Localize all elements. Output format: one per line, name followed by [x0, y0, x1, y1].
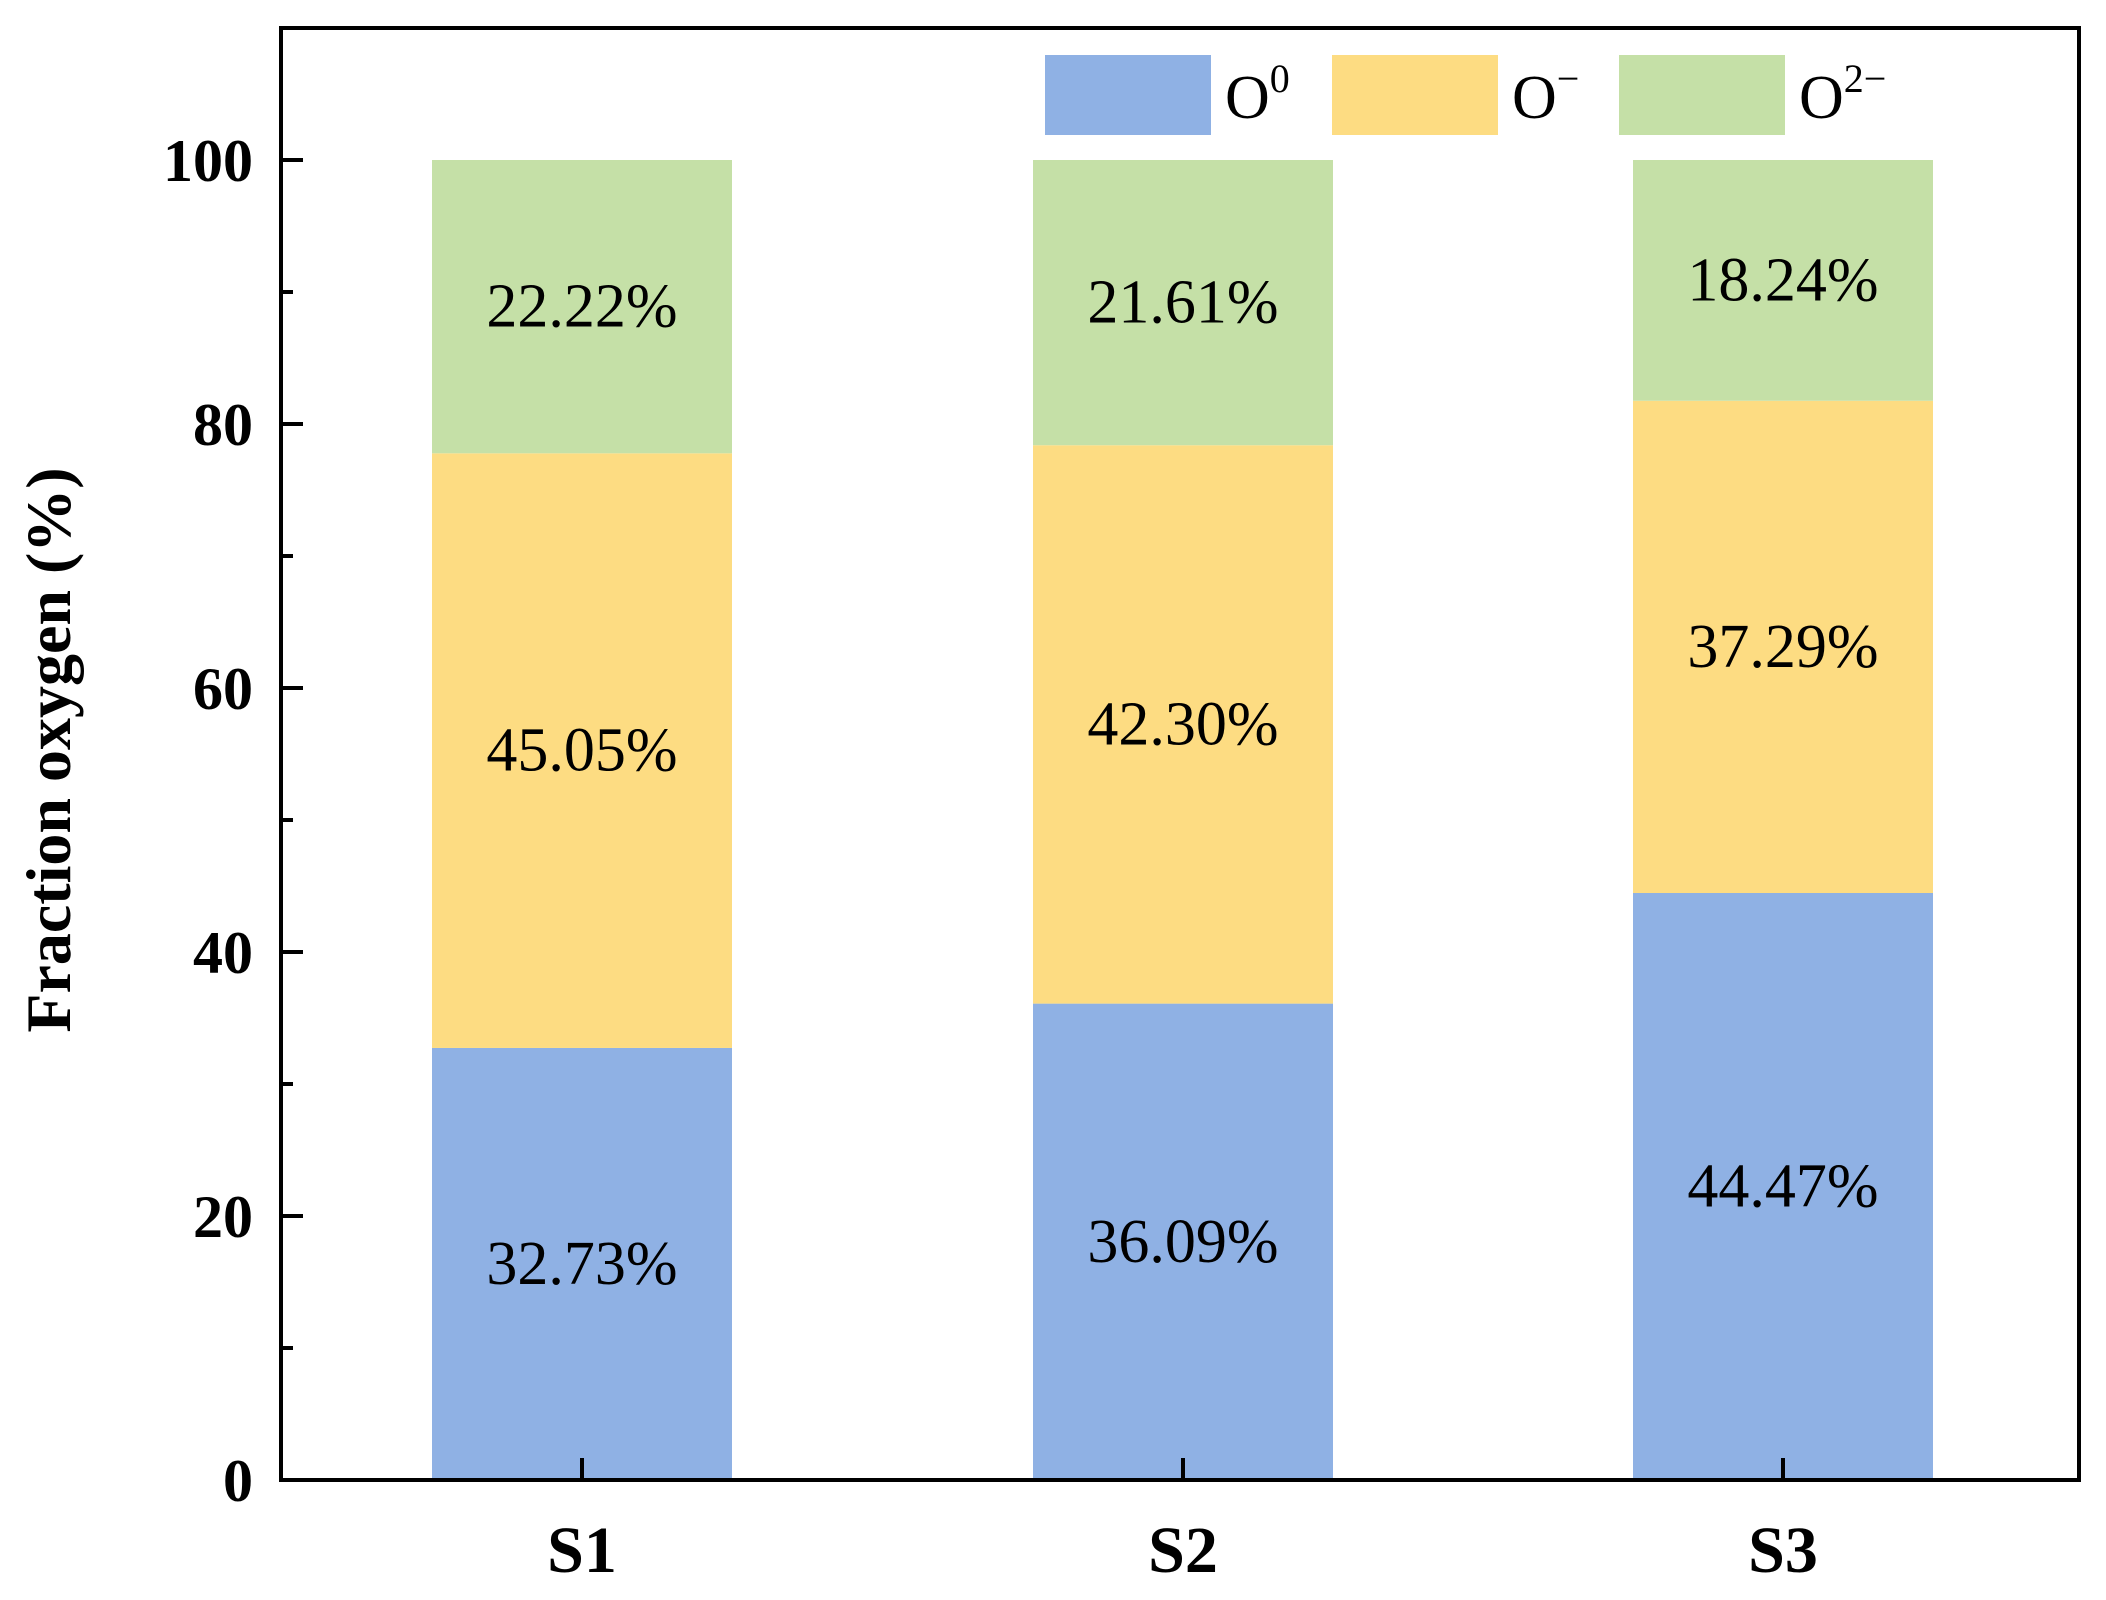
data-label-s2-o0: 36.09%: [1087, 1208, 1278, 1276]
legend-swatch-o0: [1045, 55, 1211, 135]
y-tick-label: 40: [193, 920, 253, 986]
bars-layer: [432, 160, 1933, 1480]
data-label-s3-o2: 18.24%: [1687, 246, 1878, 314]
x-tick-label-s1: S1: [547, 1514, 617, 1587]
bar-s2-o: [1033, 445, 1333, 1004]
legend-label-o: O−: [1512, 56, 1579, 132]
data-label-s1-o2: 22.22%: [486, 273, 677, 341]
data-label-s1-o0: 32.73%: [486, 1230, 677, 1298]
axes-layer: 0 20 40 60 80 100 S1 S2 S3: [163, 26, 2081, 1587]
data-label-s2-o2: 21.61%: [1087, 269, 1278, 337]
plot-frame: [279, 26, 2081, 1482]
x-tick-label-s2: S2: [1148, 1514, 1218, 1587]
bar-s2-o2: [1033, 160, 1333, 446]
legend-swatch-o2: [1619, 55, 1785, 135]
bar-s1-o: [432, 453, 732, 1048]
bar-s2-o0: [1033, 1003, 1333, 1480]
data-label-s3-o: 37.29%: [1687, 613, 1878, 681]
legend-swatch-o: [1332, 55, 1498, 135]
bar-s1-o0: [432, 1047, 732, 1480]
x-tick-label-s3: S3: [1748, 1514, 1818, 1587]
y-tick-label: 80: [193, 392, 253, 458]
bar-s3-o0: [1633, 892, 1933, 1480]
legend: O0 O− O2−: [1045, 55, 1886, 135]
y-axis-title: Fraction oxygen (%): [13, 467, 84, 1032]
bar-s1-o2: [432, 160, 732, 454]
bar-s3-o2: [1633, 160, 1933, 401]
y-tick-label: 20: [193, 1184, 253, 1250]
data-label-s1-o: 45.05%: [486, 717, 677, 785]
legend-label-o0: O0: [1225, 56, 1290, 132]
legend-label-o2: O2−: [1799, 56, 1886, 132]
data-labels-layer: 32.73% 45.05% 22.22% 36.09% 42.30% 21.61% 44.4…: [486, 246, 1878, 1298]
bar-s3-o: [1633, 400, 1933, 893]
y-tick-label: 100: [163, 128, 253, 194]
data-label-s3-o0: 44.47%: [1687, 1152, 1878, 1220]
y-tick-label: 0: [223, 1448, 253, 1514]
data-label-s2-o: 42.30%: [1087, 690, 1278, 758]
y-tick-label: 60: [193, 656, 253, 722]
